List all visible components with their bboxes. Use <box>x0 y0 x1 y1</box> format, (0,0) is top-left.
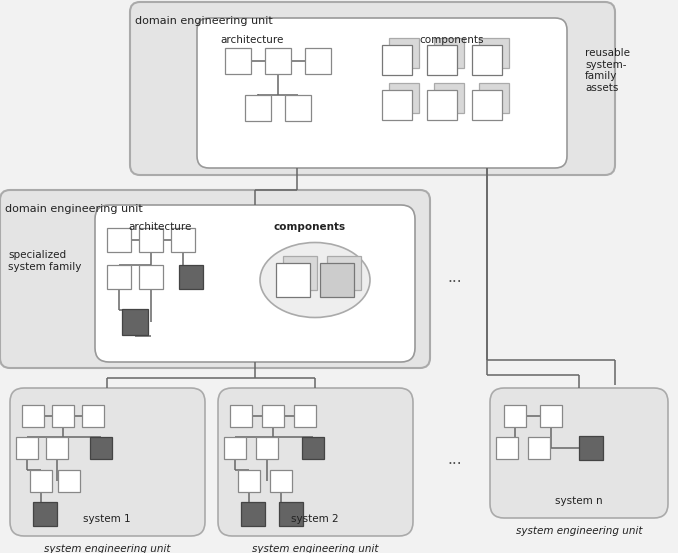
Bar <box>472 45 502 75</box>
Bar <box>58 470 80 492</box>
Bar <box>434 38 464 69</box>
Bar <box>90 437 112 459</box>
Text: system 1: system 1 <box>83 514 131 524</box>
Bar <box>327 255 361 290</box>
Text: ...: ... <box>447 270 462 285</box>
Bar <box>294 405 316 427</box>
Text: system 2: system 2 <box>291 514 339 524</box>
Bar <box>245 95 271 121</box>
Text: system n: system n <box>555 496 603 506</box>
Bar <box>82 405 104 427</box>
Text: architecture: architecture <box>128 222 192 232</box>
Text: system engineering unit: system engineering unit <box>44 544 170 553</box>
Bar <box>427 90 457 120</box>
Bar <box>139 265 163 289</box>
Bar <box>224 437 246 459</box>
Bar <box>46 437 68 459</box>
Bar <box>270 470 292 492</box>
Text: components: components <box>274 222 346 232</box>
Bar <box>496 437 518 459</box>
Text: domain engineering unit: domain engineering unit <box>135 16 273 26</box>
Bar <box>276 263 310 297</box>
Text: components: components <box>420 35 484 45</box>
Bar <box>479 84 508 113</box>
Bar <box>320 263 354 297</box>
Bar <box>302 437 324 459</box>
FancyBboxPatch shape <box>0 190 430 368</box>
Bar <box>427 45 457 75</box>
Bar <box>479 38 508 69</box>
FancyBboxPatch shape <box>10 388 205 536</box>
Text: reusable
system-
family
assets: reusable system- family assets <box>585 48 630 93</box>
Bar <box>504 405 526 427</box>
Bar <box>262 405 284 427</box>
Text: domain engineering unit: domain engineering unit <box>5 204 143 214</box>
Bar <box>388 38 418 69</box>
Text: specialized
system family: specialized system family <box>8 250 81 272</box>
Bar <box>285 95 311 121</box>
Bar <box>382 45 412 75</box>
Bar <box>382 90 412 120</box>
Bar <box>230 405 252 427</box>
Text: architecture: architecture <box>220 35 283 45</box>
Bar <box>305 48 331 74</box>
Bar <box>472 90 502 120</box>
Bar <box>33 502 57 526</box>
FancyBboxPatch shape <box>95 205 415 362</box>
FancyBboxPatch shape <box>130 2 615 175</box>
Text: system engineering unit: system engineering unit <box>252 544 378 553</box>
Bar <box>52 405 74 427</box>
Bar <box>16 437 38 459</box>
FancyBboxPatch shape <box>218 388 413 536</box>
Bar <box>434 84 464 113</box>
Bar <box>579 436 603 460</box>
Bar <box>279 502 303 526</box>
Bar <box>139 228 163 252</box>
Ellipse shape <box>260 243 370 317</box>
Bar <box>540 405 562 427</box>
Bar <box>107 228 131 252</box>
FancyBboxPatch shape <box>197 18 567 168</box>
Bar <box>283 255 317 290</box>
Bar <box>171 228 195 252</box>
Bar <box>30 470 52 492</box>
Bar <box>107 265 131 289</box>
Bar <box>256 437 278 459</box>
Bar <box>241 502 265 526</box>
Bar <box>122 309 148 335</box>
Bar <box>179 265 203 289</box>
Bar <box>22 405 44 427</box>
Text: ...: ... <box>447 452 462 467</box>
Bar <box>388 84 418 113</box>
FancyBboxPatch shape <box>490 388 668 518</box>
Bar <box>265 48 291 74</box>
Text: system engineering unit: system engineering unit <box>516 526 642 536</box>
Bar <box>225 48 251 74</box>
Bar <box>238 470 260 492</box>
Bar <box>528 437 550 459</box>
